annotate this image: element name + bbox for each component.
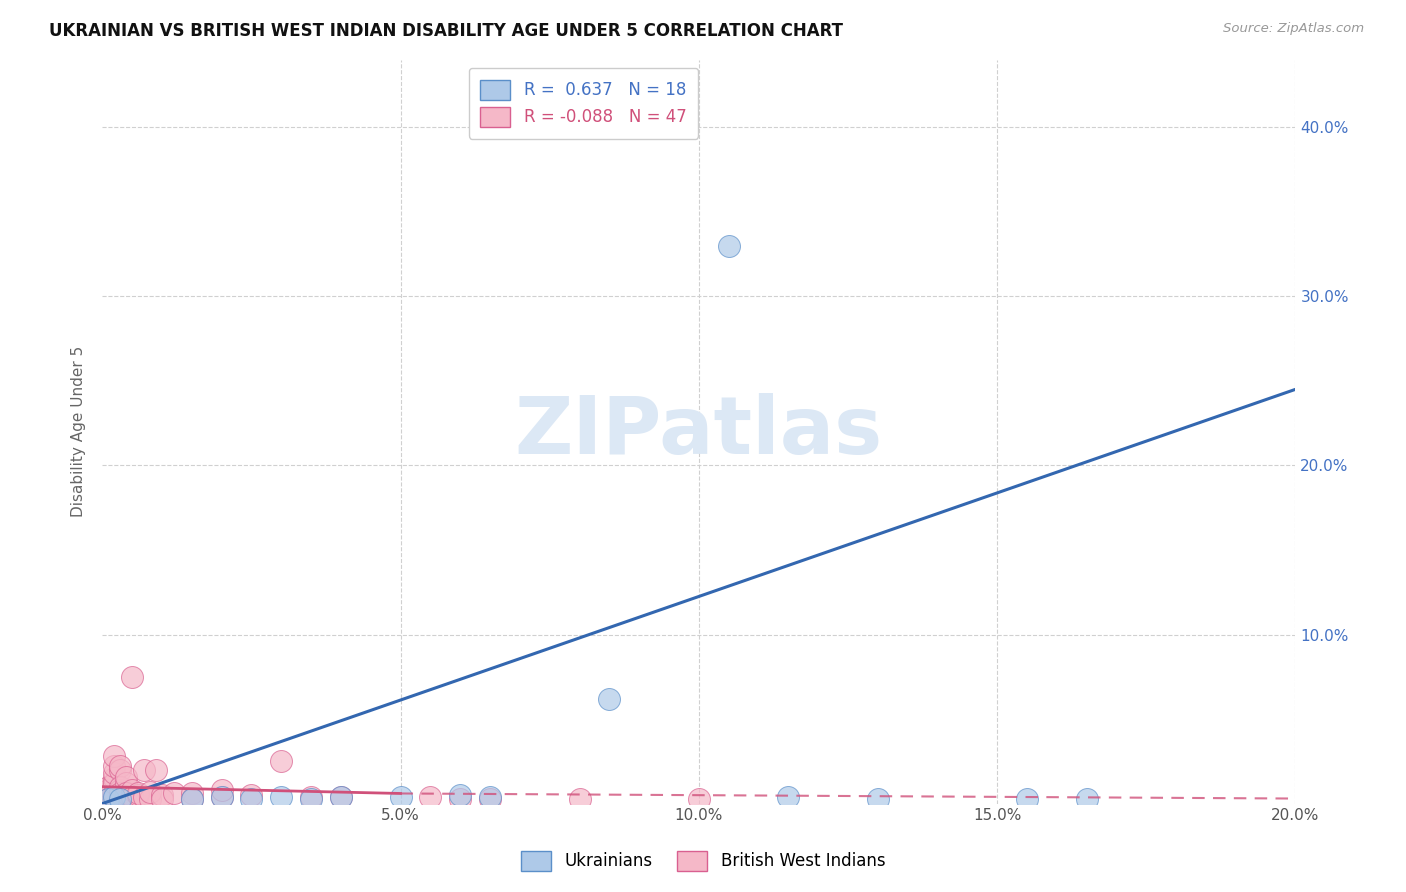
Point <box>145 763 167 777</box>
Point <box>240 788 263 802</box>
Point <box>389 789 412 804</box>
Point <box>270 789 292 804</box>
Point <box>103 771 125 785</box>
Point <box>479 791 502 805</box>
Point <box>108 783 131 797</box>
Point <box>180 791 202 805</box>
Point <box>329 789 352 804</box>
Point <box>419 789 441 804</box>
Point <box>103 789 125 804</box>
Text: ZIPatlas: ZIPatlas <box>515 392 883 471</box>
Point <box>108 787 131 801</box>
Point <box>866 791 889 805</box>
Point <box>103 776 125 790</box>
Point <box>97 783 120 797</box>
Point <box>132 789 155 804</box>
Point <box>132 763 155 777</box>
Point <box>1015 791 1038 805</box>
Point <box>180 791 202 805</box>
Point <box>299 789 322 804</box>
Legend: R =  0.637   N = 18, R = -0.088   N = 47: R = 0.637 N = 18, R = -0.088 N = 47 <box>468 68 697 138</box>
Point <box>139 791 162 805</box>
Point <box>108 759 131 773</box>
Text: Source: ZipAtlas.com: Source: ZipAtlas.com <box>1223 22 1364 36</box>
Point <box>270 755 292 769</box>
Point <box>97 791 120 805</box>
Point <box>139 785 162 799</box>
Point <box>211 783 233 797</box>
Point <box>97 791 120 805</box>
Point <box>150 788 173 802</box>
Point <box>121 670 143 684</box>
Point <box>127 787 149 801</box>
Point <box>299 791 322 805</box>
Point <box>568 791 591 805</box>
Point <box>211 789 233 804</box>
Point <box>91 791 114 805</box>
Point <box>163 787 186 801</box>
Point <box>97 787 120 801</box>
Point <box>150 791 173 805</box>
Legend: Ukrainians, British West Indians: Ukrainians, British West Indians <box>512 842 894 880</box>
Point <box>103 749 125 764</box>
Point <box>108 780 131 794</box>
Point <box>479 789 502 804</box>
Point <box>103 788 125 802</box>
Point <box>127 788 149 802</box>
Y-axis label: Disability Age Under 5: Disability Age Under 5 <box>72 346 86 517</box>
Point <box>97 789 120 804</box>
Text: UKRAINIAN VS BRITISH WEST INDIAN DISABILITY AGE UNDER 5 CORRELATION CHART: UKRAINIAN VS BRITISH WEST INDIAN DISABIL… <box>49 22 844 40</box>
Point <box>717 238 740 252</box>
Point <box>115 787 138 801</box>
Point <box>211 789 233 804</box>
Point <box>115 770 138 784</box>
Point <box>115 776 138 790</box>
Point <box>180 787 202 801</box>
Point <box>688 791 710 805</box>
Point <box>1076 791 1098 805</box>
Point <box>108 763 131 777</box>
Point <box>598 691 620 706</box>
Point <box>121 789 143 804</box>
Point <box>97 791 120 805</box>
Point <box>97 780 120 794</box>
Point <box>108 791 131 805</box>
Point <box>121 783 143 797</box>
Point <box>778 789 800 804</box>
Point <box>449 788 471 802</box>
Point <box>240 791 263 805</box>
Point <box>329 789 352 804</box>
Point <box>103 766 125 780</box>
Point <box>103 759 125 773</box>
Point <box>449 791 471 805</box>
